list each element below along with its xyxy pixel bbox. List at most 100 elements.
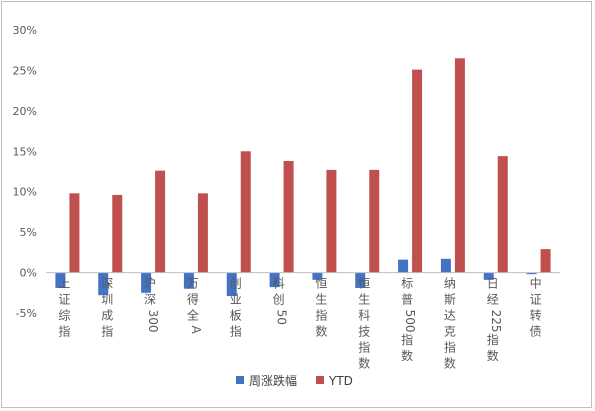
svg-text:50: 50 <box>275 310 289 325</box>
svg-text:指: 指 <box>487 332 499 347</box>
svg-text:深: 深 <box>101 277 113 291</box>
svg-text:数: 数 <box>487 348 499 363</box>
weekly-change-bar <box>98 272 109 296</box>
y-tick-label: 5% <box>20 226 37 239</box>
y-tick-label: 30% <box>13 24 37 37</box>
svg-text:指: 指 <box>315 308 327 323</box>
svg-text:日: 日 <box>487 277 499 291</box>
svg-text:300: 300 <box>146 310 160 333</box>
svg-text:得: 得 <box>187 292 199 307</box>
y-tick-label: 10% <box>13 186 37 199</box>
svg-text:债: 债 <box>530 325 542 339</box>
y-tick-label: 15% <box>13 145 37 158</box>
weekly-change-bar <box>440 258 451 273</box>
svg-text:生: 生 <box>358 293 370 307</box>
weekly-change-bar <box>55 272 66 288</box>
svg-text:经: 经 <box>487 293 499 307</box>
y-tick-label: 25% <box>13 64 37 77</box>
svg-text:创: 创 <box>230 277 242 291</box>
svg-text:全: 全 <box>187 308 199 323</box>
svg-text:证: 证 <box>58 293 70 307</box>
svg-text:斯: 斯 <box>444 293 456 307</box>
svg-text:500: 500 <box>403 310 417 333</box>
svg-text:克: 克 <box>444 325 456 339</box>
y-tick-label: -5% <box>16 307 37 320</box>
svg-text:恒: 恒 <box>358 277 370 291</box>
svg-text:指: 指 <box>58 324 70 339</box>
svg-text:综: 综 <box>58 309 70 323</box>
svg-text:A: A <box>189 326 203 335</box>
ytd-bar <box>283 160 294 273</box>
svg-text:创: 创 <box>273 293 285 307</box>
svg-text:万: 万 <box>187 277 199 291</box>
svg-text:指: 指 <box>358 340 370 355</box>
svg-text:板: 板 <box>230 309 242 323</box>
legend-swatch <box>316 376 324 384</box>
svg-text:指: 指 <box>444 340 456 355</box>
ytd-bar <box>412 69 423 273</box>
svg-text:成: 成 <box>101 309 113 323</box>
ytd-bar <box>369 169 380 273</box>
ytd-bar <box>454 58 465 273</box>
svg-text:恒: 恒 <box>315 277 327 291</box>
ytd-bar <box>112 194 123 273</box>
x-category-label: 沪深 300 <box>144 277 160 333</box>
weekly-change-bar <box>398 259 409 273</box>
svg-text:225: 225 <box>489 310 503 333</box>
ytd-bar <box>240 151 251 273</box>
ytd-bar <box>69 193 80 273</box>
weekly-change-bar <box>483 272 494 280</box>
svg-text:转: 转 <box>530 308 542 323</box>
svg-text:达: 达 <box>444 309 456 323</box>
y-tick-label: 0% <box>20 267 37 280</box>
svg-text:数: 数 <box>315 324 327 339</box>
weekly-change-bar <box>355 272 366 288</box>
weekly-change-bar <box>141 272 152 293</box>
legend-label: YTD <box>328 374 353 388</box>
ytd-bar <box>326 169 337 273</box>
legend-item: 周涨跌幅 <box>236 373 297 388</box>
legend-label: 周涨跌幅 <box>249 373 297 388</box>
svg-text:科: 科 <box>358 309 370 323</box>
ytd-bar <box>155 170 166 273</box>
legend-swatch <box>236 376 244 384</box>
ytd-bar <box>197 193 208 273</box>
svg-text:指: 指 <box>230 324 242 339</box>
weekly-change-bar <box>312 272 323 280</box>
svg-text:普: 普 <box>401 293 413 307</box>
svg-text:科: 科 <box>273 277 285 291</box>
svg-text:沪: 沪 <box>144 277 156 291</box>
svg-text:证: 证 <box>530 293 542 307</box>
svg-text:上: 上 <box>58 277 70 291</box>
svg-text:指: 指 <box>101 324 113 339</box>
svg-text:标: 标 <box>401 277 413 291</box>
weekly-change-bar <box>226 272 237 297</box>
svg-text:纳: 纳 <box>444 277 456 291</box>
weekly-change-bar <box>526 272 537 275</box>
legend-item: YTD <box>316 374 353 388</box>
svg-text:圳: 圳 <box>101 293 113 307</box>
svg-text:数: 数 <box>401 348 413 363</box>
svg-text:业: 业 <box>230 293 242 307</box>
x-category-label: 科创 50 <box>273 277 289 325</box>
ytd-bar <box>540 249 551 273</box>
svg-text:数: 数 <box>358 356 370 371</box>
weekly-change-bar <box>269 272 280 288</box>
svg-text:数: 数 <box>444 356 456 371</box>
svg-text:深: 深 <box>144 293 156 307</box>
svg-text:技: 技 <box>358 325 370 339</box>
ytd-bar <box>497 156 508 273</box>
y-tick-label: 20% <box>13 105 37 118</box>
weekly-change-bar <box>183 272 194 289</box>
